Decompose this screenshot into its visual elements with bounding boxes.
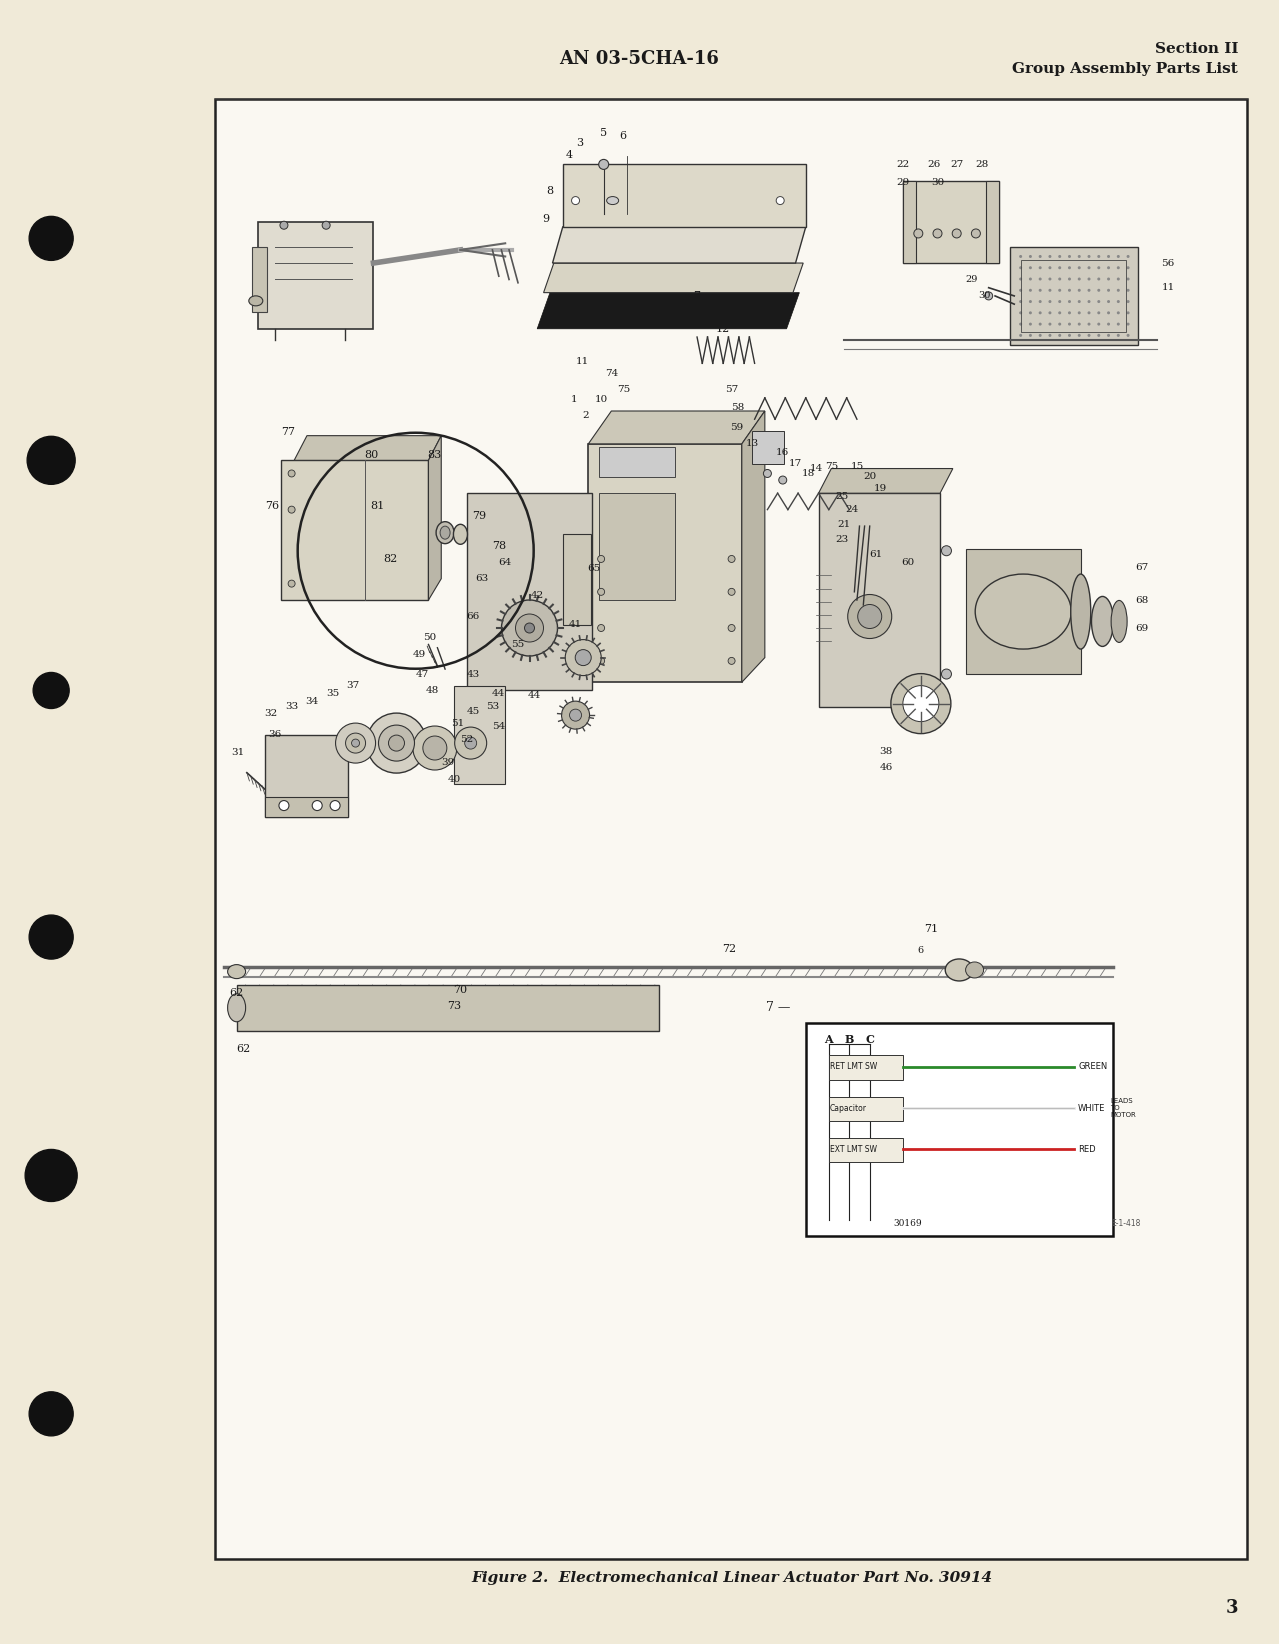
Circle shape (1087, 289, 1091, 291)
Circle shape (1078, 278, 1081, 281)
Text: 11: 11 (576, 357, 588, 367)
Circle shape (985, 293, 993, 299)
Circle shape (1108, 255, 1110, 258)
Circle shape (597, 556, 605, 562)
Polygon shape (428, 436, 441, 600)
Circle shape (1097, 334, 1100, 337)
Text: 13: 13 (746, 439, 758, 449)
Circle shape (501, 600, 558, 656)
Circle shape (1078, 311, 1081, 314)
Ellipse shape (1111, 600, 1127, 643)
Circle shape (27, 436, 75, 485)
Circle shape (561, 700, 590, 730)
Circle shape (33, 672, 69, 709)
Text: 82: 82 (382, 554, 398, 564)
Circle shape (1049, 322, 1051, 326)
Text: 47: 47 (416, 669, 428, 679)
Circle shape (1049, 289, 1051, 291)
Text: 9: 9 (542, 214, 550, 224)
Circle shape (728, 625, 735, 631)
Text: B: B (844, 1034, 854, 1044)
Polygon shape (819, 469, 953, 493)
Text: Capacitor: Capacitor (830, 1103, 867, 1113)
Circle shape (1127, 255, 1129, 258)
Circle shape (1117, 301, 1120, 302)
Circle shape (1058, 301, 1062, 302)
Circle shape (1058, 311, 1062, 314)
Text: C: C (866, 1034, 874, 1044)
Text: 40: 40 (448, 774, 460, 784)
Circle shape (312, 801, 322, 810)
Circle shape (1068, 255, 1071, 258)
Polygon shape (537, 293, 799, 329)
Circle shape (1049, 301, 1051, 302)
Text: 68: 68 (1136, 595, 1149, 605)
Circle shape (1117, 334, 1120, 337)
Circle shape (599, 159, 609, 169)
Text: 38: 38 (880, 746, 893, 756)
Circle shape (576, 649, 591, 666)
Ellipse shape (440, 526, 450, 539)
Text: 46: 46 (880, 763, 893, 773)
Text: 37: 37 (347, 681, 359, 690)
Circle shape (1028, 334, 1032, 337)
Circle shape (1068, 278, 1071, 281)
Text: 29: 29 (897, 178, 909, 187)
Text: E-1-418: E-1-418 (1111, 1218, 1141, 1228)
FancyBboxPatch shape (599, 493, 675, 600)
Circle shape (1097, 322, 1100, 326)
Text: 78: 78 (491, 541, 506, 551)
Text: 28: 28 (976, 159, 989, 169)
Text: 18: 18 (802, 469, 815, 478)
Circle shape (1087, 301, 1091, 302)
Circle shape (1127, 311, 1129, 314)
FancyBboxPatch shape (986, 181, 999, 263)
Circle shape (1028, 322, 1032, 326)
Circle shape (1068, 266, 1071, 270)
Text: 25: 25 (835, 492, 848, 501)
Circle shape (515, 613, 544, 643)
Text: 50: 50 (423, 633, 436, 643)
Circle shape (288, 506, 295, 513)
Text: 76: 76 (265, 501, 280, 511)
Text: 29: 29 (966, 275, 978, 284)
Ellipse shape (1071, 574, 1091, 649)
Text: 12: 12 (715, 324, 730, 334)
Circle shape (1049, 266, 1051, 270)
Circle shape (1039, 322, 1041, 326)
Circle shape (569, 709, 582, 722)
Text: 32: 32 (265, 709, 278, 718)
Text: 7: 7 (693, 291, 701, 301)
Circle shape (1117, 322, 1120, 326)
Text: 43: 43 (467, 669, 480, 679)
Circle shape (1019, 311, 1022, 314)
Circle shape (288, 580, 295, 587)
Circle shape (1019, 255, 1022, 258)
Circle shape (423, 737, 446, 760)
Circle shape (941, 546, 952, 556)
Text: WHITE: WHITE (1078, 1103, 1105, 1113)
Circle shape (565, 640, 601, 676)
Circle shape (1039, 334, 1041, 337)
FancyBboxPatch shape (829, 1055, 903, 1080)
Circle shape (728, 556, 735, 562)
Circle shape (858, 605, 881, 628)
Circle shape (1127, 301, 1129, 302)
Circle shape (891, 674, 950, 733)
Circle shape (1117, 278, 1120, 281)
Circle shape (1097, 255, 1100, 258)
Text: 41: 41 (569, 620, 582, 630)
Text: 48: 48 (426, 686, 439, 695)
Circle shape (903, 686, 939, 722)
Circle shape (1108, 278, 1110, 281)
Text: RED: RED (1078, 1144, 1096, 1154)
FancyBboxPatch shape (819, 493, 940, 707)
Circle shape (1087, 255, 1091, 258)
Circle shape (572, 197, 579, 204)
FancyBboxPatch shape (752, 431, 784, 464)
FancyBboxPatch shape (1010, 247, 1138, 345)
Circle shape (322, 222, 330, 229)
Text: 6: 6 (918, 945, 923, 955)
Text: 16: 16 (776, 447, 789, 457)
